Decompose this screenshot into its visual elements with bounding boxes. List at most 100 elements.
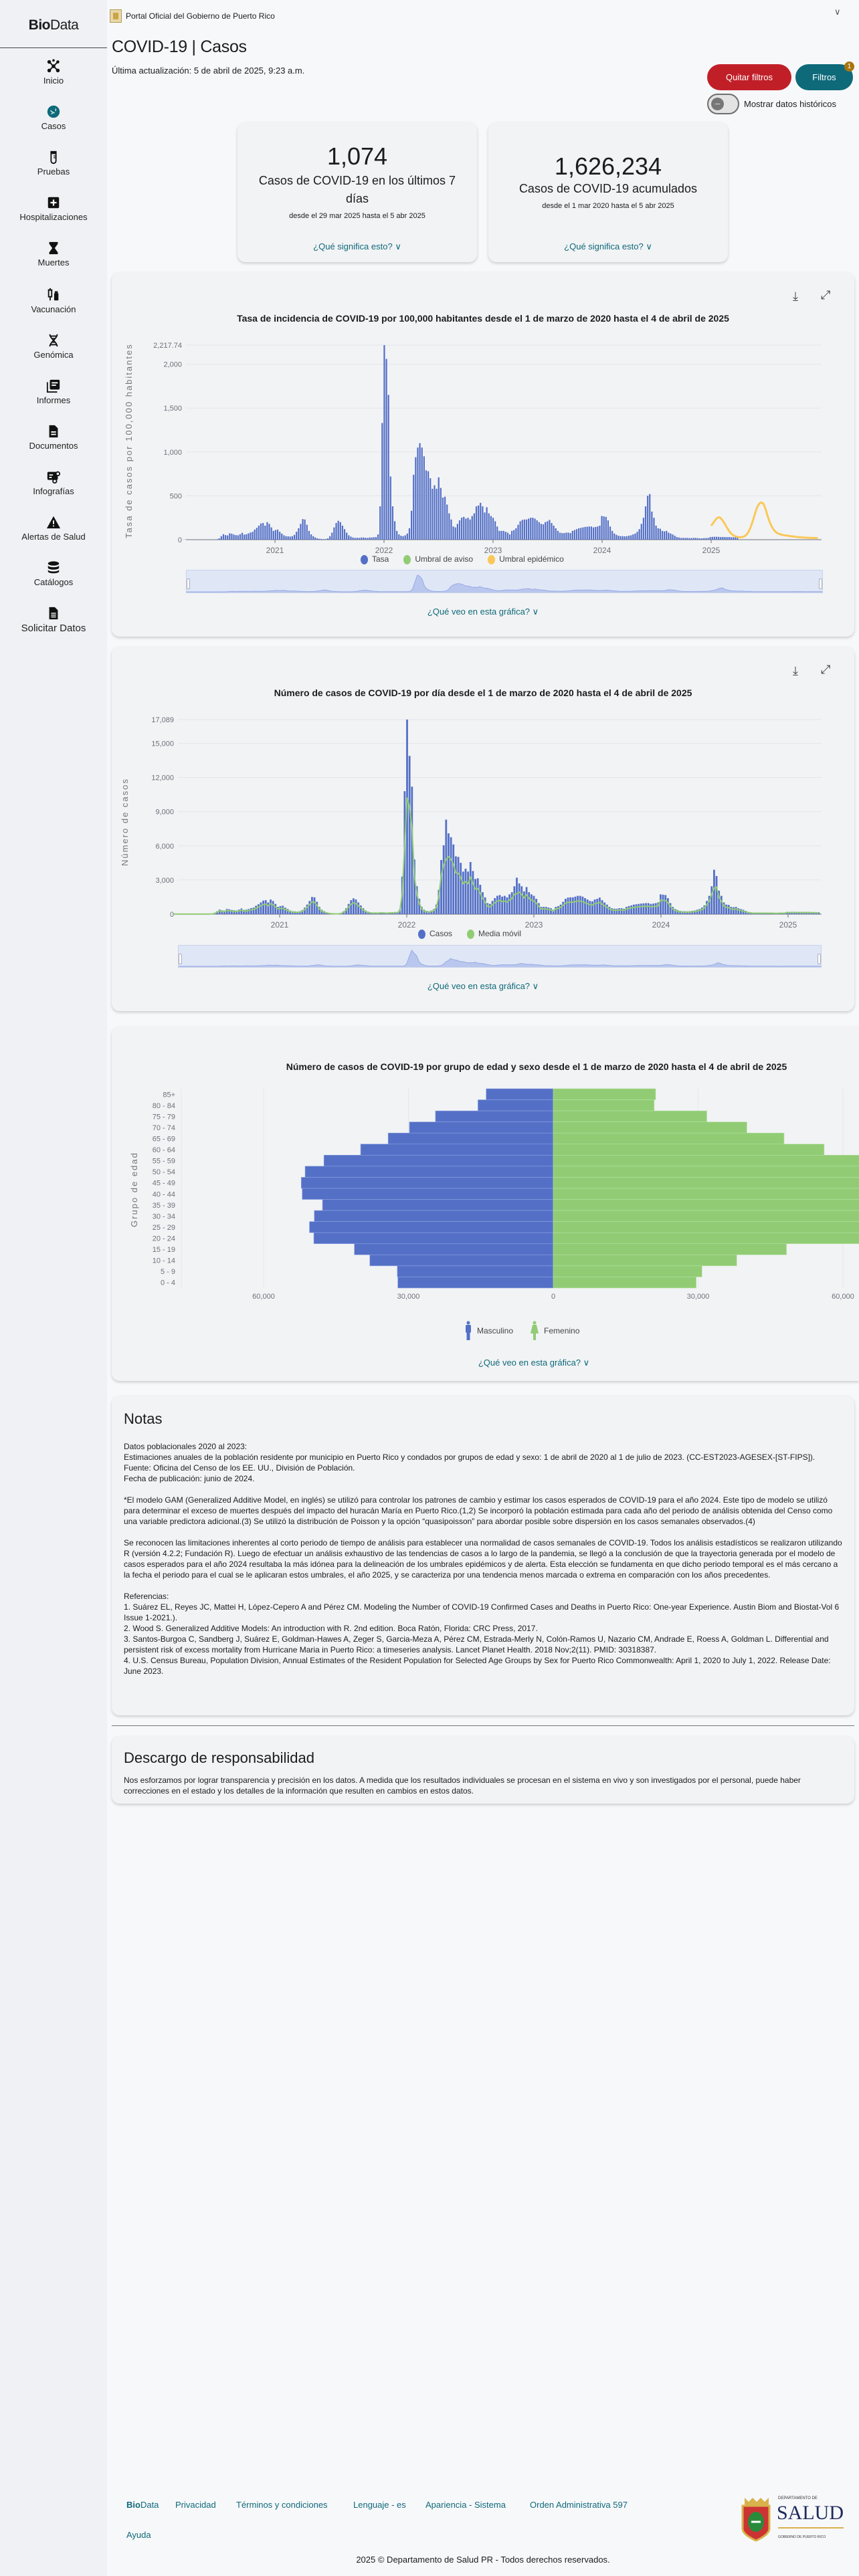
legend-tasa[interactable]: Tasa: [361, 554, 389, 564]
bar-casos: [654, 903, 657, 914]
legend-label: Media móvil: [478, 929, 522, 938]
bar-tasa: [508, 534, 511, 540]
chevron-down-icon: ∨: [646, 241, 652, 251]
footer-link-orden-administrativa[interactable]: Orden Administrativa 597: [530, 2500, 628, 2510]
bar-casos: [235, 910, 238, 914]
y-tick-label: 75 - 79: [153, 1113, 175, 1121]
bar-tasa: [423, 456, 425, 540]
what-do-i-see-link[interactable]: ¿Qué veo en esta gráfica? ∨: [112, 1358, 859, 1368]
legend-umbral-aviso[interactable]: Umbral de aviso: [403, 554, 473, 564]
bar-casos: [418, 899, 421, 914]
footer-biodata-link[interactable]: BioData: [126, 2500, 159, 2510]
footer-link-apariencia[interactable]: Apariencia - Sistema: [425, 2500, 506, 2510]
sidebar-item-documentos[interactable]: Documentos: [0, 424, 107, 451]
bar-casos: [464, 869, 467, 914]
bar-casos: [359, 905, 362, 914]
reports-icon: [46, 379, 60, 393]
footer-link-terminos[interactable]: Términos y condiciones: [236, 2500, 328, 2510]
bar-casos: [591, 901, 593, 914]
population-note: Datos poblacionales 2020 al 2023: Estima…: [124, 1441, 842, 1484]
sidebar-item-vacunacion[interactable]: Vacunación: [0, 288, 107, 314]
bar-masculino: [387, 1132, 554, 1145]
test-tube-icon: [50, 150, 57, 165]
bar-casos: [550, 908, 552, 914]
bar-casos: [723, 902, 725, 914]
bar-tasa: [515, 528, 517, 540]
sidebar-item-inicio[interactable]: Inicio: [0, 59, 107, 86]
sidebar-item-casos[interactable]: Casos: [0, 104, 107, 131]
slider-handle-left[interactable]: [179, 954, 182, 964]
y-tick-label: 9,000: [155, 809, 174, 817]
bar-casos: [645, 903, 648, 914]
bar-casos: [501, 896, 504, 914]
footer-link-lenguaje[interactable]: Lenguaje - es: [353, 2500, 406, 2510]
bar-casos: [452, 844, 455, 914]
slider-handle-right[interactable]: [818, 954, 821, 964]
bar-casos: [282, 905, 284, 914]
legend-casos[interactable]: Casos: [418, 929, 452, 939]
bar-tasa: [385, 358, 387, 540]
bar-tasa: [542, 524, 545, 540]
biodata-logo[interactable]: BioData: [0, 17, 107, 33]
legend-femenino[interactable]: Femenino: [531, 1321, 579, 1341]
bar-tasa: [500, 530, 502, 540]
data-zoom-slider[interactable]: [178, 945, 822, 968]
data-zoom-slider[interactable]: [186, 570, 823, 593]
expand-icon[interactable]: ⤢: [821, 663, 831, 676]
kpi-date-range: desde el 29 mar 2025 hasta el 5 abr 2025: [289, 212, 425, 220]
bar-tasa: [636, 532, 638, 540]
bar-tasa: [452, 526, 454, 540]
link-label: ¿Qué veo en esta gráfica?: [427, 607, 531, 617]
y-tick-label: 3,000: [155, 877, 174, 885]
footer-link-privacidad[interactable]: Privacidad: [175, 2500, 216, 2510]
sidebar-item-solicitar-datos[interactable]: Solicitar Datos: [0, 606, 107, 634]
expand-icon[interactable]: ⤢: [821, 288, 831, 302]
download-icon[interactable]: ⤓: [793, 290, 798, 303]
what-do-i-see-link[interactable]: ¿Qué veo en esta gráfica? ∨: [112, 607, 854, 617]
what-does-this-mean-link[interactable]: ¿Qué significa esto? ∨: [237, 241, 477, 252]
clear-filters-button[interactable]: Quitar filtros: [707, 64, 791, 90]
sidebar-item-infografias[interactable]: Infografías: [0, 469, 107, 496]
filters-count-badge: 1: [844, 62, 854, 72]
bar-tasa: [674, 536, 676, 540]
bar-tasa: [274, 530, 276, 540]
slider-handle-right[interactable]: [819, 578, 822, 589]
bar-tasa: [322, 539, 324, 540]
sidebar-item-hospitalizaciones[interactable]: Hospitalizaciones: [0, 195, 107, 222]
syringe-vial-icon: [47, 288, 59, 301]
sidebar-item-muertes[interactable]: Muertes: [0, 241, 107, 267]
bar-tasa: [393, 521, 396, 540]
bar-tasa: [619, 536, 622, 540]
historic-data-toggle[interactable]: –: [707, 94, 739, 114]
references: Referencias: 1. Suárez EL, Reyes JC, Mat…: [124, 1591, 842, 1677]
bar-casos: [652, 903, 654, 914]
download-icon[interactable]: ⤓: [793, 664, 798, 677]
bar-casos: [543, 907, 545, 914]
sidebar-item-label: Hospitalizaciones: [19, 212, 88, 222]
gov-portal-banner[interactable]: Portal Oficial del Gobierno de Puerto Ri…: [110, 9, 275, 23]
sidebar-item-genomica[interactable]: Genómica: [0, 333, 107, 360]
sidebar-item-pruebas[interactable]: Pruebas: [0, 150, 107, 177]
legend-media-movil[interactable]: Media móvil: [467, 929, 521, 939]
bar-tasa: [373, 537, 375, 540]
sidebar-item-informes[interactable]: Informes: [0, 379, 107, 405]
note-line: Fuente: Oficina del Censo de los EE. UU.…: [124, 1463, 355, 1473]
slider-handle-left[interactable]: [187, 578, 190, 589]
bar-casos: [445, 819, 448, 914]
legend-label: Umbral epidémico: [499, 554, 564, 564]
footer-link-ayuda[interactable]: Ayuda: [126, 2530, 151, 2540]
bar-tasa: [448, 513, 450, 540]
what-does-this-mean-link[interactable]: ¿Qué significa esto? ∨: [488, 241, 728, 252]
bar-casos: [525, 887, 528, 914]
sidebar-item-alertas[interactable]: Alertas de Salud: [0, 515, 107, 542]
sidebar-item-catalogos[interactable]: Catálogos: [0, 560, 107, 587]
sidebar-item-label: Casos: [41, 121, 66, 131]
bar-tasa: [488, 513, 490, 540]
chevron-down-icon[interactable]: ∨: [834, 7, 841, 17]
legend-masculino[interactable]: Masculino: [465, 1321, 513, 1341]
legend-umbral-epidemico[interactable]: Umbral epidémico: [488, 554, 564, 564]
bar-tasa: [607, 520, 609, 540]
what-do-i-see-link[interactable]: ¿Qué veo en esta gráfica? ∨: [112, 981, 854, 992]
filters-button[interactable]: Filtros: [795, 64, 853, 90]
bar-tasa: [248, 533, 250, 540]
